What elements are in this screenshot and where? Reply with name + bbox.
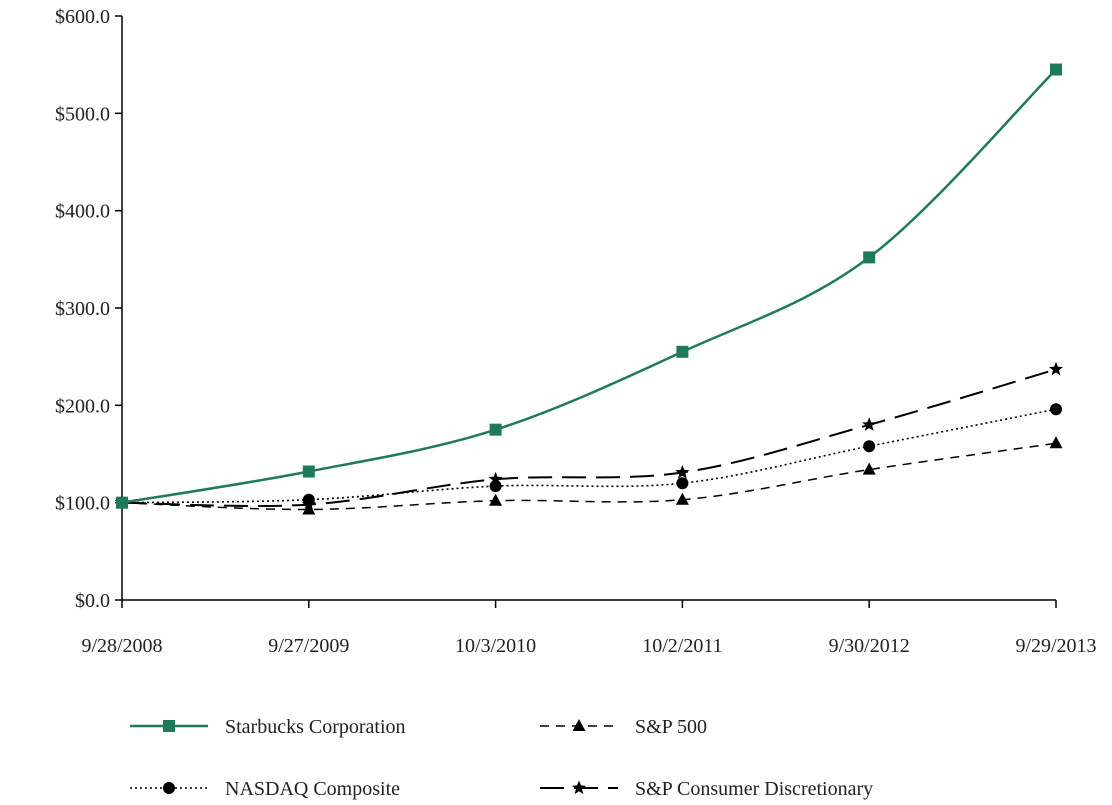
data-point-nasdaq-composite [1050,403,1062,416]
y-tick-label: $500.0 [55,103,110,125]
data-point-starbucks-corporation [302,465,315,478]
x-tick-label: 9/29/2013 [1015,635,1096,657]
data-point-nasdaq-composite [863,440,876,453]
series-line-nasdaq-composite [121,408,1057,504]
legend-label: S&P 500 [635,716,707,738]
data-point-starbucks-corporation [489,423,502,436]
legend-marker-nasdaq-composite [163,782,175,794]
data-point-s-p-500 [1049,436,1063,449]
legend-label: Starbucks Corporation [225,716,406,738]
data-point-s-p-500 [302,502,316,515]
legend-marker-s-p-consumer-discretionary [571,780,587,795]
legend-marker-starbucks-corporation [163,720,175,732]
legend-label: NASDAQ Composite [225,778,400,800]
y-tick-label: $600.0 [55,6,110,28]
y-tick-label: $100.0 [55,493,110,515]
data-point-s-p-consumer-discretionary [1048,361,1064,376]
data-point-s-p-500 [862,462,876,475]
data-point-nasdaq-composite [302,493,315,506]
data-point-starbucks-corporation [863,251,876,264]
data-point-starbucks-corporation [116,496,128,509]
x-tick-label: 10/2/2011 [642,635,722,657]
series-s-p-500 [115,436,1063,515]
data-point-nasdaq-composite [489,480,502,493]
y-tick-label: $400.0 [55,201,110,223]
y-tick-label: $200.0 [55,395,110,417]
series-line-starbucks-corporation [121,68,1057,504]
legend-item-starbucks-corporation: Starbucks Corporation [130,716,406,738]
x-tick-label: 9/30/2012 [829,635,910,657]
legend-item-nasdaq-composite: NASDAQ Composite [130,778,400,800]
legend-label: S&P Consumer Discretionary [635,778,873,800]
axes: $0.0 $100.0 $200.0 $300.0 $400.0 $500.0 $600.0… [55,6,1097,657]
y-tick-label: $0.0 [75,590,110,612]
y-tick-label: $300.0 [55,298,110,320]
data-point-nasdaq-composite [676,477,689,490]
series-nasdaq-composite [116,403,1062,509]
x-tick-label: 10/3/2010 [455,635,536,657]
series-layer [114,63,1064,515]
data-point-s-p-500 [489,493,503,506]
x-tick-label: 9/27/2009 [268,635,349,657]
legend-item-s-p-500: S&P 500 [540,716,707,738]
series-starbucks-corporation [116,63,1062,509]
data-point-s-p-500 [675,492,689,505]
data-point-starbucks-corporation [1050,63,1062,76]
x-tick-label: 9/28/2008 [81,635,162,657]
series-s-p-consumer-discretionary [114,361,1064,511]
data-point-s-p-consumer-discretionary [675,465,690,479]
series-line-s-p-500 [121,442,1057,511]
series-line-s-p-consumer-discretionary [121,368,1057,507]
legend-item-s-p-consumer-discretionary: S&P Consumer Discretionary [540,778,873,800]
legend: Starbucks Corporation S&P 500 NASDAQ Compo… [130,716,873,800]
data-point-starbucks-corporation [676,345,689,358]
data-point-s-p-consumer-discretionary [488,471,503,486]
legend-marker-s-p-500 [572,719,586,731]
data-point-s-p-consumer-discretionary [862,417,877,431]
